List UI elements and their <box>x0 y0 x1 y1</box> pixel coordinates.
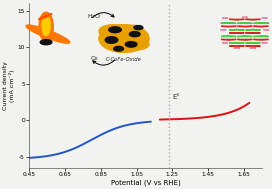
Ellipse shape <box>99 25 128 38</box>
Ellipse shape <box>42 15 50 36</box>
Ellipse shape <box>134 26 143 30</box>
Ellipse shape <box>39 14 52 19</box>
X-axis label: Potential (V vs RHE): Potential (V vs RHE) <box>111 179 180 186</box>
Ellipse shape <box>122 25 144 34</box>
Ellipse shape <box>109 27 121 33</box>
Ellipse shape <box>99 25 149 52</box>
Ellipse shape <box>40 40 52 45</box>
Ellipse shape <box>124 39 149 50</box>
Y-axis label: Current density
(mA cm⁻²): Current density (mA cm⁻²) <box>4 61 16 110</box>
Text: O$_2$: O$_2$ <box>90 54 99 63</box>
Ellipse shape <box>105 37 118 43</box>
Text: E°: E° <box>172 94 180 100</box>
Ellipse shape <box>26 25 70 43</box>
Text: C-CoFe-Oxide: C-CoFe-Oxide <box>106 57 142 62</box>
Ellipse shape <box>125 42 137 47</box>
Ellipse shape <box>129 32 140 37</box>
Ellipse shape <box>114 46 123 51</box>
Text: H$_2$O: H$_2$O <box>87 12 102 21</box>
Ellipse shape <box>39 12 53 41</box>
